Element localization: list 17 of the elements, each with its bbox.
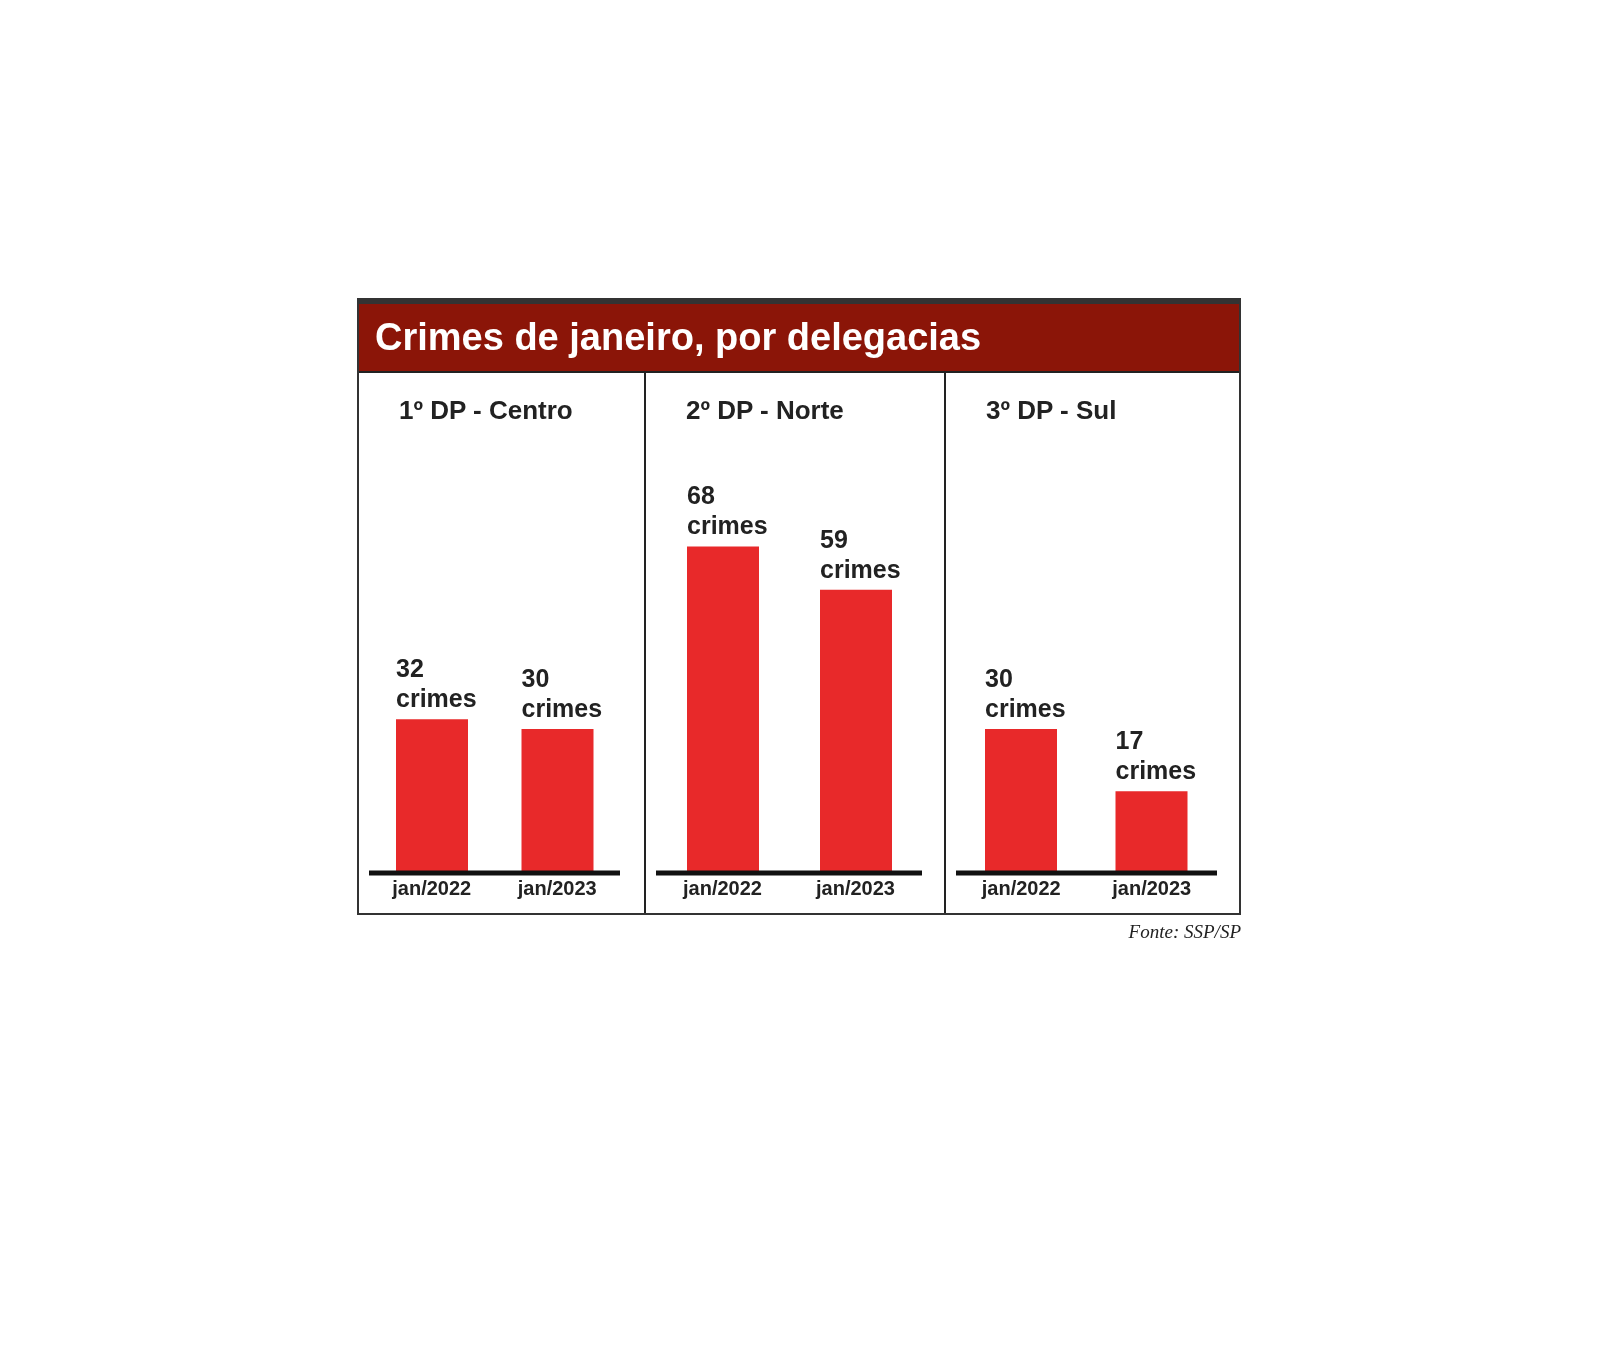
chart-subtitle: 2º DP - Norte bbox=[685, 394, 845, 427]
data-label: 59 crimes bbox=[820, 524, 901, 583]
chart-title: Crimes de janeiro, por delegacias bbox=[359, 300, 1239, 371]
chart-subtitle: 3º DP - Sul bbox=[985, 394, 1118, 427]
data-label: 30 crimes bbox=[521, 663, 603, 722]
chart-subtitle: 1º DP - Centro bbox=[398, 394, 574, 427]
x-tick-label: jan/2023 bbox=[516, 877, 597, 900]
x-tick-label: jan/2022 bbox=[980, 877, 1061, 900]
x-tick-label: jan/2023 bbox=[815, 877, 895, 900]
data-label: 30 crimes bbox=[985, 663, 1066, 722]
x-tick-label: jan/2023 bbox=[1111, 877, 1192, 900]
x-tick-label: jan/2022 bbox=[391, 877, 472, 900]
data-label: 17 crimes bbox=[1115, 726, 1197, 785]
source-note: Fonte: SSP/SP bbox=[1127, 921, 1241, 943]
data-label: 68 crimes bbox=[687, 481, 768, 540]
data-label: 32 crimes bbox=[396, 654, 477, 713]
x-tick-label: jan/2022 bbox=[682, 877, 762, 900]
